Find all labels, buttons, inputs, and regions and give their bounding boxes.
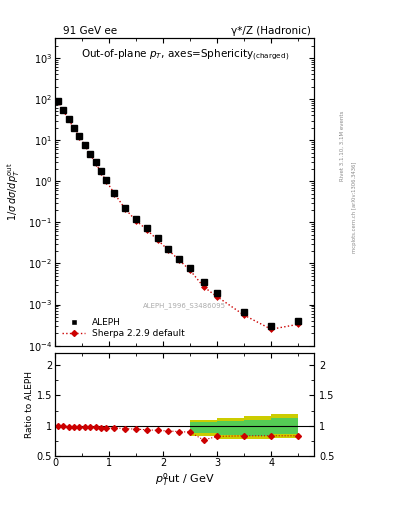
Y-axis label: $1/\sigma\,d\sigma/dp_T^{\rm out}$: $1/\sigma\,d\sigma/dp_T^{\rm out}$ (6, 163, 22, 221)
Text: 91 GeV ee: 91 GeV ee (63, 26, 117, 36)
Y-axis label: Ratio to ALEPH: Ratio to ALEPH (25, 371, 34, 438)
Text: ALEPH_1996_S3486095: ALEPH_1996_S3486095 (143, 302, 226, 309)
X-axis label: $p_T^{\rm o}$ut / GeV: $p_T^{\rm o}$ut / GeV (155, 471, 215, 488)
Legend: ALEPH, Sherpa 2.2.9 default: ALEPH, Sherpa 2.2.9 default (59, 315, 187, 341)
Text: Out-of-plane $p_T$, axes=Sphericity$_{\rm (charged)}$: Out-of-plane $p_T$, axes=Sphericity$_{\r… (81, 48, 289, 63)
Text: Rivet 3.1.10, 3.1M events: Rivet 3.1.10, 3.1M events (340, 111, 345, 181)
Text: γ*/Z (Hadronic): γ*/Z (Hadronic) (231, 26, 310, 36)
Text: mcplots.cern.ch [arXiv:1306.3436]: mcplots.cern.ch [arXiv:1306.3436] (352, 162, 357, 253)
